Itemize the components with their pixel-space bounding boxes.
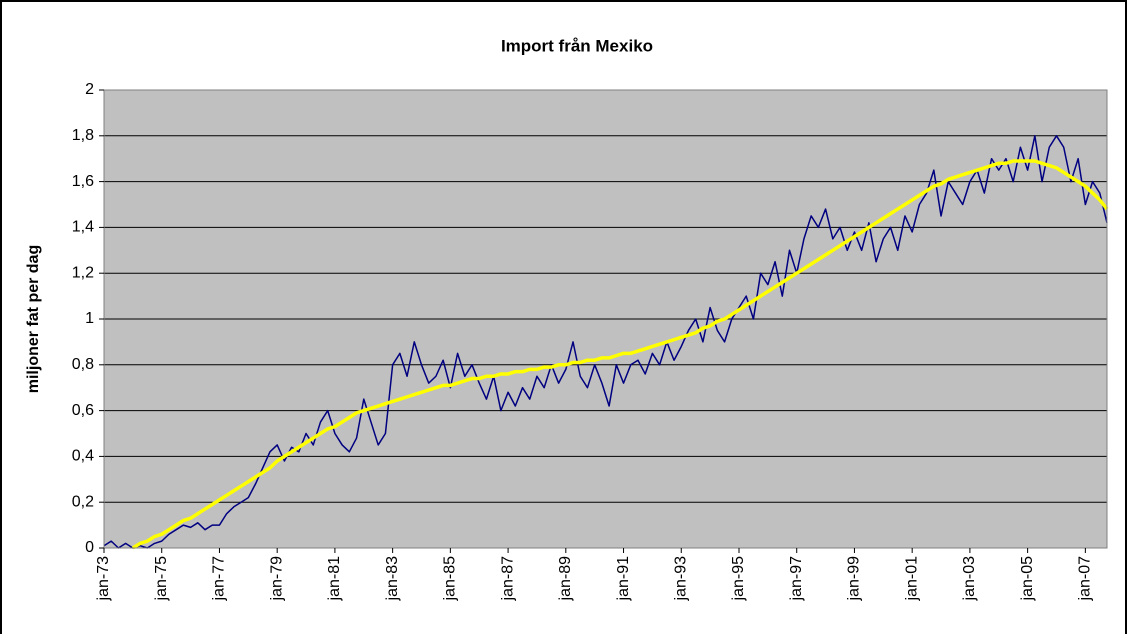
x-tick-label: jan-81 <box>326 556 343 602</box>
x-tick-label: jan-05 <box>1019 556 1036 602</box>
x-tick-label: jan-87 <box>499 556 516 602</box>
chart-title: Import från Mexiko <box>501 36 653 55</box>
y-tick-label: 0,2 <box>72 493 94 510</box>
y-tick-label: 0,8 <box>72 356 94 373</box>
x-tick-label: jan-97 <box>788 556 805 602</box>
x-tick-label: jan-85 <box>442 556 459 602</box>
y-tick-label: 0,6 <box>72 402 94 419</box>
y-tick-label: 1,6 <box>72 173 94 190</box>
x-tick-label: jan-95 <box>730 556 747 602</box>
y-tick-label: 1 <box>85 310 94 327</box>
x-tick-label: jan-93 <box>672 556 689 602</box>
x-tick-label: jan-75 <box>153 556 170 602</box>
y-tick-label: 0 <box>85 539 94 556</box>
x-tick-label: jan-89 <box>557 556 574 602</box>
x-tick-label: jan-91 <box>615 556 632 602</box>
x-tick-label: jan-77 <box>211 556 228 602</box>
data-line <box>103 135 1108 549</box>
trend-line <box>131 159 1109 550</box>
x-tick-label: jan-79 <box>268 556 285 602</box>
x-tick-label: jan-99 <box>846 556 863 602</box>
y-tick-label: 1,2 <box>72 264 94 281</box>
x-tick-label: jan-83 <box>384 556 401 602</box>
y-axis-title: miljoner fat per dag <box>25 245 42 393</box>
y-tick-label: 1,8 <box>72 127 94 144</box>
x-tick-label: jan-73 <box>95 556 112 602</box>
x-tick-label: jan-07 <box>1077 556 1094 602</box>
x-tick-label: jan-01 <box>903 556 920 602</box>
y-tick-label: 2 <box>85 81 94 98</box>
x-tick-label: jan-03 <box>961 556 978 602</box>
y-tick-label: 0,4 <box>72 448 94 465</box>
y-tick-label: 1,4 <box>72 219 94 236</box>
